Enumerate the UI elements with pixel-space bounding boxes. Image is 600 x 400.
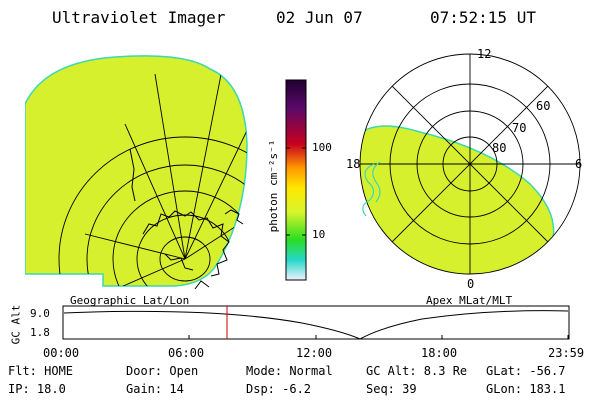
altitude-ytick: 1.8 bbox=[30, 326, 50, 339]
colorbar: photon cm⁻²s⁻¹ bbox=[267, 79, 307, 281]
status-glon: GLon: 183.1 bbox=[486, 382, 566, 396]
app-title: Ultraviolet Imager bbox=[52, 8, 226, 27]
altitude-plot bbox=[62, 305, 570, 340]
time-tick-1800: 18:00 bbox=[421, 346, 458, 360]
time-tick-0600: 06:00 bbox=[168, 346, 205, 360]
coastline bbox=[224, 209, 244, 225]
apex-panel-label: Apex MLat/MLT bbox=[426, 294, 513, 307]
mlt-label-18: 18 bbox=[346, 157, 360, 171]
time-label: 07:52:15 UT bbox=[430, 8, 536, 27]
geo-lon-line bbox=[184, 113, 247, 260]
colorbar-gradient bbox=[285, 79, 307, 281]
status-mode: Mode: Normal bbox=[246, 364, 333, 378]
altitude-ylabel: GC Alt bbox=[9, 304, 23, 345]
status-ip: IP: 18.0 bbox=[8, 382, 66, 396]
mlt-line bbox=[391, 85, 549, 243]
time-tick-0000: 00:00 bbox=[43, 346, 80, 360]
auroral-arc bbox=[362, 163, 375, 217]
time-tick-1200: 12:00 bbox=[296, 346, 333, 360]
colorbar-tick-label: 100 bbox=[312, 141, 332, 154]
geo-lon-line bbox=[154, 73, 186, 260]
geo-lat-circle bbox=[86, 164, 247, 287]
mlat-label-70: 70 bbox=[512, 121, 526, 135]
geo-lat-circle bbox=[159, 236, 211, 282]
geo-lon-line bbox=[84, 233, 186, 260]
status-door: Door: Open bbox=[126, 364, 199, 378]
coastline bbox=[164, 253, 194, 271]
auroral-arc bbox=[372, 161, 381, 203]
colorbar-unit-label: photon cm⁻²s⁻¹ bbox=[267, 140, 280, 233]
altitude-ytick: 9.0 bbox=[30, 307, 50, 320]
time-tick-2359: 23:59 bbox=[548, 346, 585, 360]
mlat-label-80: 80 bbox=[492, 141, 506, 155]
coastline bbox=[194, 280, 210, 290]
geo-lon-line bbox=[124, 123, 186, 260]
geo-lat-circle bbox=[58, 136, 247, 287]
coastline bbox=[142, 210, 230, 277]
mlt-label-6: 6 bbox=[575, 157, 582, 171]
apex-mlat-mlt-dial: 12 18 6 0 60 70 80 bbox=[346, 47, 582, 291]
date-label: 02 Jun 07 bbox=[276, 8, 363, 27]
status-gain: Gain: 14 bbox=[126, 382, 184, 396]
apex-image-area bbox=[360, 125, 555, 274]
geographic-image bbox=[25, 55, 248, 290]
geo-image-area bbox=[25, 55, 248, 287]
status-gc-alt: GC Alt: 8.3 Re bbox=[366, 364, 468, 378]
status-dsp: Dsp: -6.2 bbox=[246, 382, 312, 396]
mlat-label-60: 60 bbox=[536, 99, 550, 113]
geo-lon-line bbox=[104, 258, 186, 287]
geo-lon-line bbox=[184, 55, 226, 260]
status-seq: Seq: 39 bbox=[366, 382, 417, 396]
geo-lat-circle bbox=[112, 190, 247, 287]
coastline bbox=[129, 148, 136, 202]
geographic-panel-label: Geographic Lat/Lon bbox=[70, 294, 190, 307]
colorbar-tick-label: 10 bbox=[312, 228, 326, 241]
mlt-label-0: 0 bbox=[467, 277, 474, 291]
mlt-label-12: 12 bbox=[477, 47, 491, 61]
status-flight: Flt: HOME bbox=[8, 364, 74, 378]
status-glat: GLat: -56.7 bbox=[486, 364, 566, 378]
altitude-curve bbox=[63, 310, 569, 340]
